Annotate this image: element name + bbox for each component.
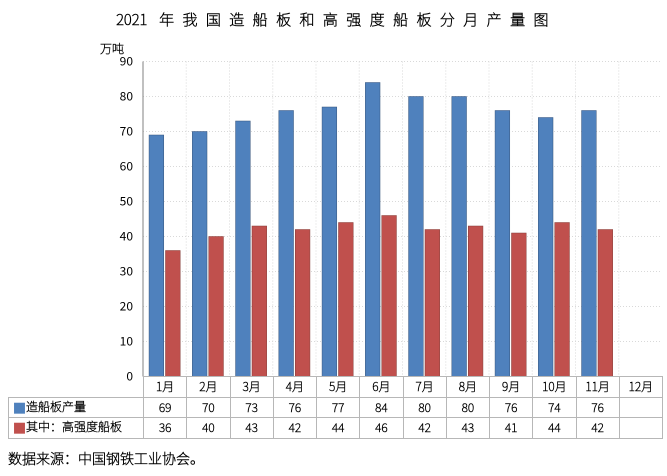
svg-text:70: 70 [120, 123, 134, 140]
svg-text:40: 40 [120, 228, 134, 245]
svg-text:20: 20 [120, 298, 134, 315]
svg-text:60: 60 [120, 158, 134, 175]
svg-text:80: 80 [120, 88, 134, 105]
svg-text:10: 10 [120, 333, 134, 350]
svg-text:30: 30 [120, 263, 134, 280]
svg-text:50: 50 [120, 193, 134, 210]
svg-text:90: 90 [120, 53, 134, 70]
